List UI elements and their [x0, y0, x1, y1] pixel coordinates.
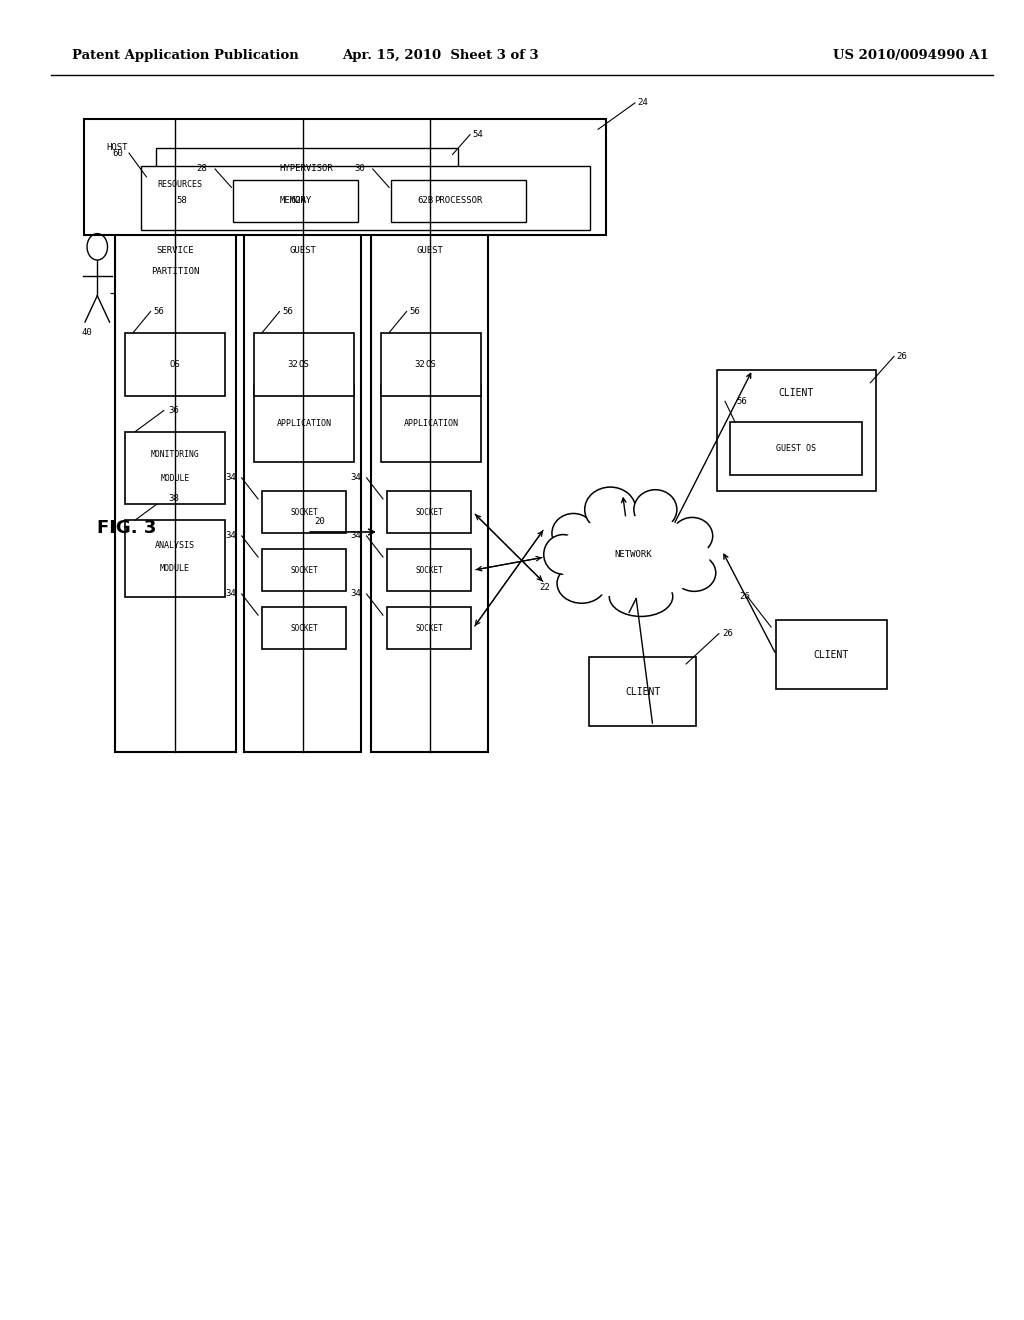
- Text: 62A: 62A: [291, 197, 307, 205]
- Ellipse shape: [634, 490, 677, 529]
- Text: MODULE: MODULE: [160, 565, 190, 573]
- Text: FIG. 3: FIG. 3: [97, 519, 157, 537]
- Ellipse shape: [556, 516, 710, 598]
- Text: GUEST OS: GUEST OS: [776, 445, 816, 453]
- Text: 32: 32: [415, 360, 425, 368]
- Text: ANALYSIS: ANALYSIS: [155, 541, 196, 549]
- Ellipse shape: [544, 535, 583, 574]
- FancyBboxPatch shape: [391, 180, 526, 222]
- Text: 22: 22: [540, 583, 550, 591]
- Text: Patent Application Publication: Patent Application Publication: [72, 49, 298, 62]
- Text: 34: 34: [225, 474, 236, 482]
- Text: 56: 56: [283, 308, 293, 315]
- Text: 34: 34: [350, 474, 360, 482]
- FancyBboxPatch shape: [156, 148, 458, 190]
- Text: 20: 20: [314, 517, 325, 525]
- FancyBboxPatch shape: [233, 180, 358, 222]
- Text: RESOURCES: RESOURCES: [158, 181, 203, 189]
- Text: OS: OS: [299, 360, 309, 368]
- Text: APPLICATION: APPLICATION: [276, 420, 332, 428]
- FancyBboxPatch shape: [381, 385, 481, 462]
- Text: Apr. 15, 2010  Sheet 3 of 3: Apr. 15, 2010 Sheet 3 of 3: [342, 49, 539, 62]
- Text: APPLICATION: APPLICATION: [403, 420, 459, 428]
- Text: 58: 58: [176, 197, 186, 205]
- FancyBboxPatch shape: [254, 333, 354, 396]
- Text: 56: 56: [154, 308, 164, 315]
- FancyBboxPatch shape: [730, 422, 862, 475]
- Text: PROCESSOR: PROCESSOR: [434, 197, 483, 205]
- Text: 56: 56: [736, 397, 746, 405]
- Ellipse shape: [673, 554, 716, 591]
- Text: OS: OS: [170, 360, 180, 368]
- Text: SERVICE: SERVICE: [157, 247, 194, 255]
- Ellipse shape: [557, 564, 606, 603]
- Text: SOCKET: SOCKET: [415, 624, 443, 632]
- Text: CLIENT: CLIENT: [814, 649, 849, 660]
- Text: 62B: 62B: [418, 197, 434, 205]
- Text: HOST: HOST: [106, 144, 127, 152]
- Text: GUEST: GUEST: [289, 247, 316, 255]
- Text: 36: 36: [168, 407, 178, 414]
- Text: MEMORY: MEMORY: [280, 197, 312, 205]
- Text: SOCKET: SOCKET: [290, 508, 318, 516]
- FancyBboxPatch shape: [125, 520, 225, 597]
- Text: PARTITION: PARTITION: [151, 268, 200, 276]
- FancyBboxPatch shape: [371, 224, 488, 752]
- FancyBboxPatch shape: [589, 657, 696, 726]
- FancyBboxPatch shape: [387, 491, 471, 533]
- Text: 56: 56: [410, 308, 420, 315]
- Text: CLIENT: CLIENT: [625, 686, 660, 697]
- Text: 26: 26: [739, 593, 750, 601]
- Text: 24: 24: [637, 99, 647, 107]
- Text: GUEST: GUEST: [416, 247, 443, 255]
- Text: 38: 38: [168, 495, 178, 503]
- FancyBboxPatch shape: [262, 491, 346, 533]
- Text: SOCKET: SOCKET: [290, 624, 318, 632]
- Text: 34: 34: [225, 532, 236, 540]
- FancyBboxPatch shape: [381, 333, 481, 396]
- Text: SOCKET: SOCKET: [290, 566, 318, 574]
- Text: 34: 34: [225, 590, 236, 598]
- Ellipse shape: [552, 513, 595, 553]
- Text: 30: 30: [354, 165, 365, 173]
- FancyBboxPatch shape: [262, 607, 346, 649]
- Text: NETWORK: NETWORK: [614, 550, 651, 558]
- Text: MODULE: MODULE: [161, 474, 189, 483]
- Text: 28: 28: [197, 165, 207, 173]
- Text: SOCKET: SOCKET: [415, 508, 443, 516]
- Text: 60: 60: [113, 149, 123, 157]
- FancyBboxPatch shape: [125, 333, 225, 396]
- Text: OS: OS: [426, 360, 436, 368]
- Text: HYPERVISOR: HYPERVISOR: [280, 165, 334, 173]
- FancyBboxPatch shape: [387, 549, 471, 591]
- Ellipse shape: [672, 517, 713, 554]
- Text: 26: 26: [722, 630, 732, 638]
- Text: US 2010/0094990 A1: US 2010/0094990 A1: [834, 49, 989, 62]
- Text: SOCKET: SOCKET: [415, 566, 443, 574]
- FancyBboxPatch shape: [776, 620, 887, 689]
- Text: 32: 32: [288, 360, 298, 368]
- FancyBboxPatch shape: [262, 549, 346, 591]
- FancyBboxPatch shape: [717, 370, 876, 491]
- Text: 26: 26: [896, 352, 906, 360]
- Text: 40: 40: [82, 329, 92, 337]
- Ellipse shape: [609, 577, 673, 616]
- Ellipse shape: [546, 503, 720, 611]
- Ellipse shape: [585, 487, 636, 532]
- FancyBboxPatch shape: [115, 224, 236, 752]
- Text: MONITORING: MONITORING: [151, 450, 200, 459]
- FancyBboxPatch shape: [244, 224, 361, 752]
- Text: 34: 34: [350, 532, 360, 540]
- Text: 54: 54: [472, 131, 482, 139]
- Text: CLIENT: CLIENT: [778, 388, 814, 399]
- Text: 34: 34: [350, 590, 360, 598]
- FancyBboxPatch shape: [387, 607, 471, 649]
- FancyBboxPatch shape: [125, 432, 225, 504]
- FancyBboxPatch shape: [84, 119, 606, 235]
- FancyBboxPatch shape: [141, 166, 590, 230]
- FancyBboxPatch shape: [254, 385, 354, 462]
